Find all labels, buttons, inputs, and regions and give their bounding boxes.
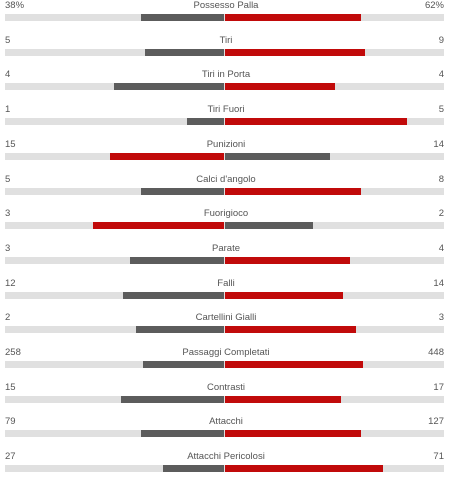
home-value: 4 [5,69,11,81]
away-value: 14 [433,277,444,289]
stat-label: Attacchi [209,416,243,428]
home-value: 38% [5,0,25,11]
away-bar [224,118,407,126]
stat-label: Cartellini Gialli [195,312,257,324]
stat-label: Attacchi Pericolosi [187,451,265,463]
stat-bar-track [5,222,444,230]
stat-label: Tiri Fuori [207,104,245,116]
stat-row: 12 Falli 14 [0,278,452,313]
home-value: 27 [5,451,16,463]
away-value: 62% [424,0,444,11]
stat-label: Falli [217,277,235,289]
away-value: 4 [438,242,444,254]
away-bar [224,256,350,264]
away-value: 448 [428,347,444,358]
home-bar [122,291,224,299]
home-value: 5 [5,34,11,46]
stat-label: Calci d'angolo [196,173,256,185]
stat-row: 2 Cartellini Gialli 3 [0,312,452,347]
home-bar [140,14,224,21]
away-value: 2 [438,208,444,220]
away-value: 14 [433,138,444,150]
stat-bar-track [5,395,444,403]
stat-row: 3 Fuorigioco 2 [0,208,452,243]
away-bar [224,291,343,299]
home-bar [140,187,224,195]
stat-label: Contrasti [206,381,245,393]
stat-label: Tiri [219,34,233,46]
home-value: 15 [5,138,16,150]
away-value: 8 [438,173,444,185]
stat-bar-track [5,48,444,56]
away-bar [224,326,356,334]
stat-label: Punizioni [206,138,246,150]
away-bar [224,395,341,403]
stat-bar-track [5,256,444,264]
stat-row: 258 Passaggi Completati 448 [0,347,452,382]
home-bar [144,48,224,56]
stat-row: 1 Tiri Fuori 5 [0,104,452,139]
home-bar [92,222,224,230]
stat-bar-track [5,291,444,299]
away-bar [224,430,361,438]
stat-row: 4 Tiri in Porta 4 [0,69,452,104]
home-value: 3 [5,242,11,254]
stat-bar-track [5,83,444,91]
stat-bar-track [5,326,444,334]
stat-row: 5 Calci d'angolo 8 [0,174,452,209]
home-bar [186,118,224,126]
away-bar [224,152,330,160]
stat-row: 38% Possesso Palla 62% [0,0,452,35]
stat-bar-track [5,430,444,438]
home-bar [135,326,224,334]
home-bar [162,465,224,473]
stat-row: 79 Attacchi 127 [0,416,452,451]
away-value: 4 [438,69,444,81]
home-value: 12 [5,277,16,289]
away-value: 3 [438,312,444,324]
stat-row: 15 Contrasti 17 [0,382,452,417]
stat-row: 27 Attacchi Pericolosi 71 [0,451,452,486]
home-value: 15 [5,381,16,393]
away-bar [224,361,363,368]
away-bar [224,465,383,473]
stat-row: 15 Punizioni 14 [0,139,452,174]
stat-bar-track [5,187,444,195]
home-value: 79 [5,416,16,428]
stat-label: Fuorigioco [203,208,249,220]
stat-bar-track [5,14,444,21]
away-bar [224,187,361,195]
away-value: 71 [433,451,444,463]
home-bar [120,395,224,403]
home-bar [140,430,224,438]
home-value: 2 [5,312,11,324]
stat-label: Possesso Palla [193,0,259,11]
away-bar [224,222,313,230]
stat-label: Parate [212,242,240,254]
home-value: 258 [5,347,21,358]
home-bar [113,83,224,91]
home-bar [129,256,224,264]
away-value: 5 [438,104,444,116]
stat-label: Tiri in Porta [201,69,251,81]
home-value: 3 [5,208,11,220]
home-value: 5 [5,173,11,185]
away-value: 127 [428,416,444,428]
stat-row: 5 Tiri 9 [0,35,452,70]
away-bar [224,83,335,91]
home-bar [109,152,224,160]
stat-bar-track [5,118,444,126]
stat-label: Passaggi Completati [182,347,270,358]
away-value: 17 [433,381,444,393]
away-bar [224,14,361,21]
home-bar [142,361,224,368]
stat-bar-track [5,465,444,473]
away-bar [224,48,365,56]
home-value: 1 [5,104,11,116]
away-value: 9 [438,34,444,46]
stat-bar-track [5,361,444,368]
stat-row: 3 Parate 4 [0,243,452,278]
stat-bar-track [5,152,444,160]
